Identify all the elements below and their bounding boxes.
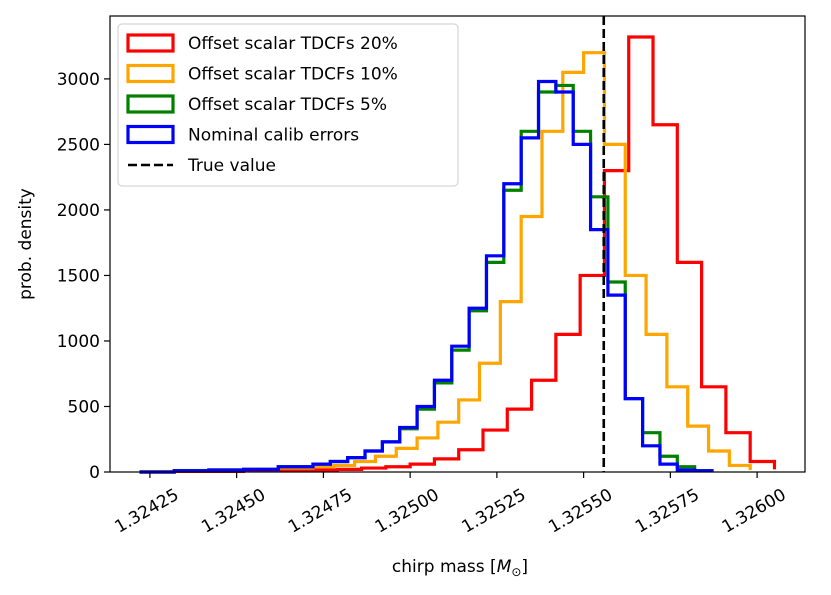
legend-box: [117, 23, 459, 187]
legend: Offset scalar TDCFs 20% Offset scalar TDC…: [117, 23, 459, 187]
x-tick-label-2: 1.32475: [285, 485, 356, 537]
axes-frame: [109, 15, 806, 473]
legend-label-3: Nominal calib errors: [188, 126, 359, 146]
plot-area: [139, 16, 777, 474]
y-tick-label-0: 0: [89, 463, 100, 483]
histogram-series-0: [139, 35, 777, 474]
x-tick-label-5: 1.32550: [545, 485, 616, 537]
x-tick-label-1: 1.32450: [198, 485, 269, 537]
x-axis-label-close: ]: [521, 557, 528, 577]
legend-label-4: True value: [187, 156, 276, 176]
x-axis-label-text: chirp mass [: [392, 557, 497, 577]
x-tick-label-0: 1.32425: [112, 485, 183, 537]
legend-swatch-2: [126, 94, 175, 114]
x-axis-label: chirp mass [M⊙]: [392, 557, 528, 579]
x-tick-label-4: 1.32525: [458, 485, 529, 537]
y-tick-label-1: 500: [68, 397, 100, 417]
x-tick-label-7: 1.32600: [719, 485, 790, 537]
legend-swatch-3: [126, 124, 175, 145]
x-tick-label-3: 1.32500: [372, 485, 443, 537]
x-axis-label-unit: M: [497, 557, 512, 577]
x-axis-label-unit-sub: ⊙: [511, 565, 521, 579]
y-axis-label: prob. density: [16, 188, 36, 300]
legend-swatch-1: [126, 63, 175, 84]
y-tick-label-5: 2500: [57, 135, 100, 155]
legend-label-2: Offset scalar TDCFs 5%: [188, 95, 387, 115]
legend-label-1: Offset scalar TDCFs 10%: [188, 65, 398, 85]
y-tick-label-6: 3000: [57, 70, 100, 90]
legend-swatch-0: [126, 33, 175, 53]
x-tick-label-6: 1.32575: [632, 485, 703, 537]
y-tick-label-3: 1500: [57, 266, 100, 286]
legend-label-0: Offset scalar TDCFs 20%: [188, 34, 398, 54]
y-tick-label-2: 1000: [57, 332, 100, 352]
y-tick-label-4: 2000: [57, 201, 100, 221]
histogram-series-3: [139, 79, 714, 474]
